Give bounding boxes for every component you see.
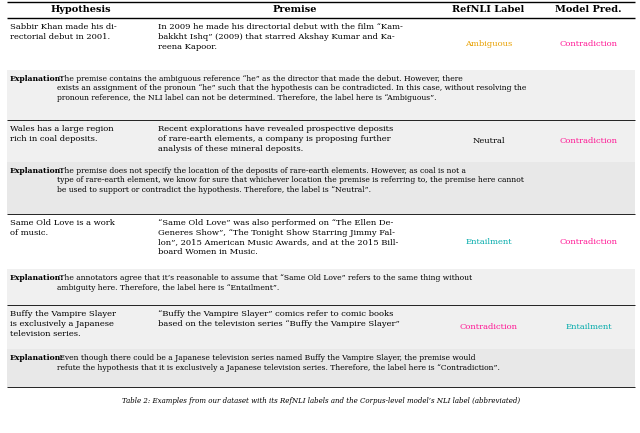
Bar	[7, 120, 635, 162]
Text: Even though there could be a Japanese television series named Buffy the Vampire : Even though there could be a Japanese te…	[57, 354, 500, 372]
Text: Entailment: Entailment	[465, 237, 512, 246]
Text: Hypothesis: Hypothesis	[51, 6, 111, 14]
Text: Premise: Premise	[273, 6, 317, 14]
Bar	[7, 70, 635, 120]
Text: Explanation:: Explanation:	[10, 75, 64, 83]
Text: Ambiguous: Ambiguous	[465, 40, 512, 48]
Bar	[7, 18, 635, 70]
Bar	[7, 162, 635, 214]
Text: Entailment: Entailment	[565, 323, 612, 331]
Text: The annotators agree that it’s reasonable to assume that “Same Old Love” refers : The annotators agree that it’s reasonabl…	[57, 274, 472, 291]
Text: Buffy the Vampire Slayer
is exclusively a Japanese
television series.: Buffy the Vampire Slayer is exclusively …	[10, 310, 116, 338]
Text: Model Pred.: Model Pred.	[556, 6, 621, 14]
Text: Explanation:: Explanation:	[10, 274, 64, 282]
Text: “Buffy the Vampire Slayer” comics refer to comic books
based on the television s: “Buffy the Vampire Slayer” comics refer …	[158, 310, 400, 328]
Text: Sabbir Khan made his di-
rectorial debut in 2001.: Sabbir Khan made his di- rectorial debut…	[10, 23, 116, 41]
Bar	[7, 305, 635, 349]
Text: Contradiction: Contradiction	[559, 40, 618, 48]
Text: Same Old Love is a work
of music.: Same Old Love is a work of music.	[10, 219, 115, 237]
Text: Recent explorations have revealed prospective deposits
of rare-earth elements, a: Recent explorations have revealed prospe…	[158, 125, 393, 152]
Text: “Same Old Love” was also performed on “The Ellen De-
Generes Show”, “The Tonight: “Same Old Love” was also performed on “T…	[158, 219, 398, 256]
Text: Contradiction: Contradiction	[460, 323, 518, 331]
Text: Explanation:: Explanation:	[10, 167, 64, 175]
Text: RefNLI Label: RefNLI Label	[452, 6, 525, 14]
Text: Contradiction: Contradiction	[559, 237, 618, 246]
Text: Explanation:: Explanation:	[10, 354, 64, 362]
Text: Contradiction: Contradiction	[559, 137, 618, 145]
Bar	[7, 269, 635, 305]
Text: Table 2: Examples from our dataset with its RefNLI labels and the Corpus-level m: Table 2: Examples from our dataset with …	[122, 397, 520, 405]
Text: Wales has a large region
rich in coal deposits.: Wales has a large region rich in coal de…	[10, 125, 114, 143]
Text: In 2009 he made his directorial debut with the film “Kam-
bakkht Ishq” (2009) th: In 2009 he made his directorial debut wi…	[158, 23, 403, 51]
Text: Neutral: Neutral	[472, 137, 505, 145]
Bar	[7, 349, 635, 387]
Bar	[7, 214, 635, 269]
Text: The premise contains the ambiguous reference “he” as the director that made the : The premise contains the ambiguous refer…	[57, 75, 526, 102]
Text: The premise does not specify the location of the deposits of rare-earth elements: The premise does not specify the locatio…	[57, 167, 524, 194]
